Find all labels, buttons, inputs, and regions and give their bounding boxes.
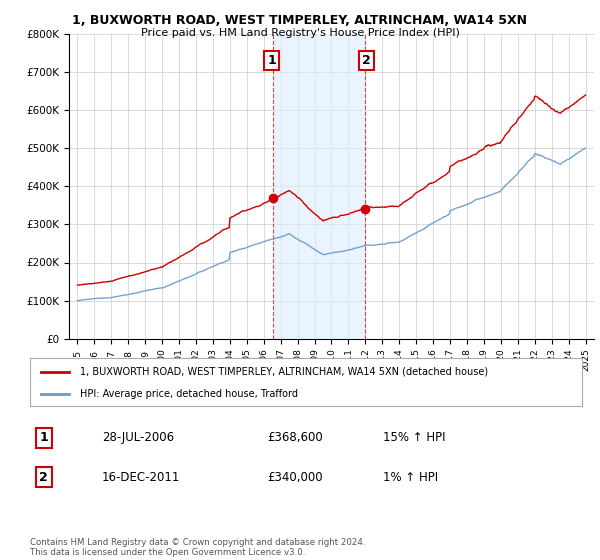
Text: 1% ↑ HPI: 1% ↑ HPI xyxy=(383,470,439,484)
Text: £368,600: £368,600 xyxy=(268,431,323,445)
Text: 15% ↑ HPI: 15% ↑ HPI xyxy=(383,431,446,445)
Text: 1, BUXWORTH ROAD, WEST TIMPERLEY, ALTRINCHAM, WA14 5XN: 1, BUXWORTH ROAD, WEST TIMPERLEY, ALTRIN… xyxy=(73,14,527,27)
Text: Price paid vs. HM Land Registry's House Price Index (HPI): Price paid vs. HM Land Registry's House … xyxy=(140,28,460,38)
Text: 2: 2 xyxy=(362,54,371,67)
Text: 2: 2 xyxy=(40,470,48,484)
Text: 16-DEC-2011: 16-DEC-2011 xyxy=(102,470,180,484)
Text: 1, BUXWORTH ROAD, WEST TIMPERLEY, ALTRINCHAM, WA14 5XN (detached house): 1, BUXWORTH ROAD, WEST TIMPERLEY, ALTRIN… xyxy=(80,367,488,377)
Text: 28-JUL-2006: 28-JUL-2006 xyxy=(102,431,174,445)
Text: Contains HM Land Registry data © Crown copyright and database right 2024.
This d: Contains HM Land Registry data © Crown c… xyxy=(30,538,365,557)
Text: 1: 1 xyxy=(268,54,276,67)
Text: £340,000: £340,000 xyxy=(268,470,323,484)
Text: HPI: Average price, detached house, Trafford: HPI: Average price, detached house, Traf… xyxy=(80,389,298,399)
Text: 1: 1 xyxy=(40,431,48,445)
